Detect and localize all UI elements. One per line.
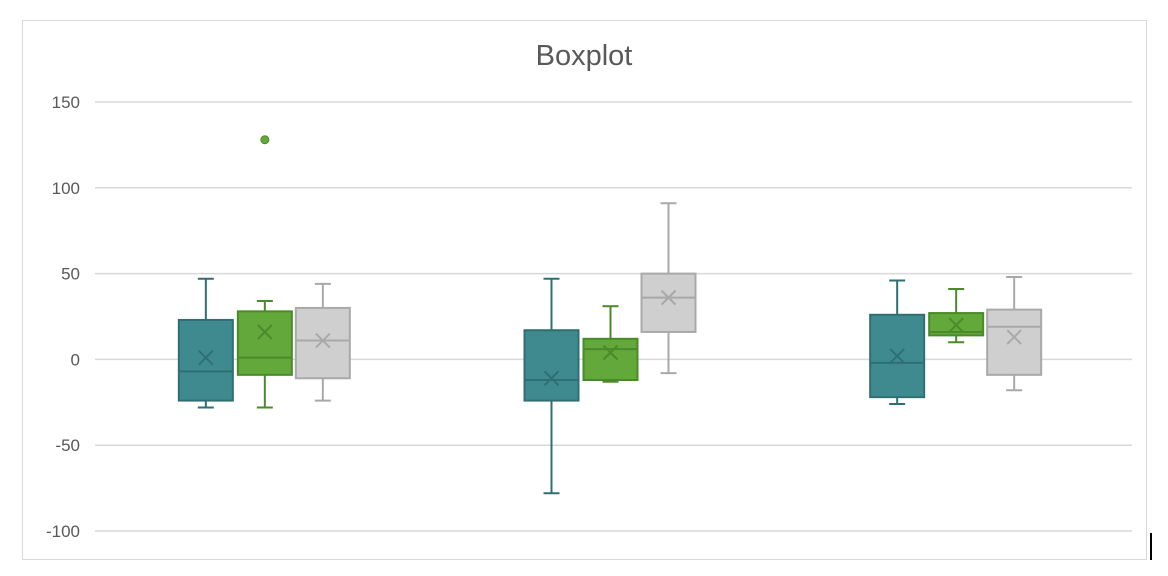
box xyxy=(236,310,293,376)
text-cursor xyxy=(1150,533,1152,560)
mean-marker xyxy=(602,344,619,361)
box xyxy=(294,306,351,380)
mean-marker xyxy=(1006,329,1022,345)
box xyxy=(523,329,580,402)
y-tick-label: 100 xyxy=(52,179,80,198)
y-tick-label: -100 xyxy=(46,522,80,541)
mean-marker xyxy=(948,317,964,333)
box xyxy=(869,313,926,399)
mean-marker xyxy=(315,332,331,349)
box xyxy=(177,318,234,402)
outlier-point xyxy=(260,135,270,145)
box xyxy=(582,337,639,381)
box xyxy=(986,308,1043,376)
y-tick-label: -50 xyxy=(55,436,80,455)
y-tick-label: 150 xyxy=(52,93,80,112)
box xyxy=(640,272,697,333)
mean-marker xyxy=(257,324,273,340)
y-tick-label: 0 xyxy=(71,350,80,369)
mean-marker xyxy=(660,289,677,306)
y-tick-label: 50 xyxy=(61,265,80,284)
chart-frame xyxy=(22,20,1147,560)
mean-marker xyxy=(543,370,560,386)
mean-marker xyxy=(889,348,905,364)
mean-marker xyxy=(198,349,214,366)
chart-title: Boxplot xyxy=(535,40,633,72)
